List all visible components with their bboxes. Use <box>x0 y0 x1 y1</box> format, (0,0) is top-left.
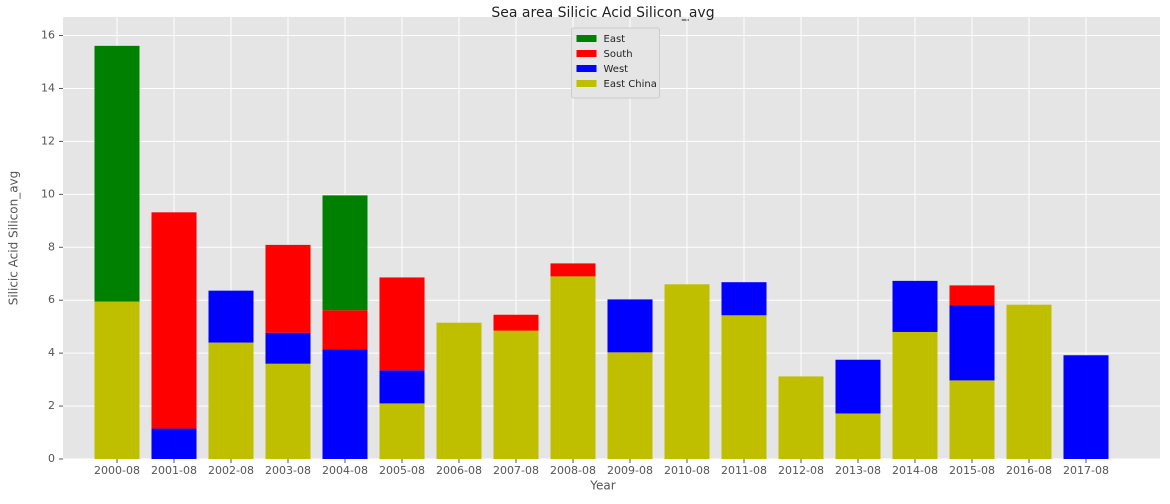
y-tick-label: 0 <box>48 452 55 465</box>
x-tick-label: 2006-08 <box>436 464 482 477</box>
x-tick-label: 2000-08 <box>94 464 140 477</box>
bar-segment <box>607 352 653 459</box>
bar-segment <box>151 212 197 429</box>
bar-segment <box>151 428 197 459</box>
bar-segment <box>949 285 995 306</box>
x-tick-label: 2010-08 <box>664 464 710 477</box>
y-tick-label: 16 <box>41 29 55 42</box>
legend-swatch <box>576 50 597 57</box>
bar-segment <box>265 244 311 333</box>
x-tick-label: 2003-08 <box>265 464 311 477</box>
y-tick-label: 12 <box>41 134 55 147</box>
bar-segment <box>1006 304 1052 459</box>
bar-segment <box>721 315 767 459</box>
x-tick-label: 2017-08 <box>1063 464 1109 477</box>
bar-segment <box>493 314 539 331</box>
bar-segment <box>322 310 368 350</box>
x-tick-label: 2015-08 <box>949 464 995 477</box>
x-tick-label: 2009-08 <box>607 464 653 477</box>
x-tick-label: 2008-08 <box>550 464 596 477</box>
bar-segment <box>265 332 311 364</box>
legend-swatch <box>576 80 597 87</box>
x-tick-label: 2014-08 <box>892 464 938 477</box>
y-tick-label: 6 <box>48 293 55 306</box>
y-tick-label: 10 <box>41 187 55 200</box>
bar-segment <box>949 380 995 459</box>
x-tick-label: 2007-08 <box>493 464 539 477</box>
y-tick-label: 8 <box>48 240 55 253</box>
bar-segment <box>208 342 254 459</box>
legend-label: East <box>604 34 626 45</box>
bar-segment <box>94 301 140 459</box>
x-tick-label: 2002-08 <box>208 464 254 477</box>
bar-segment <box>322 349 368 459</box>
bar-segment <box>835 359 881 414</box>
chart-title: Sea area Silicic Acid Silicon_avg <box>491 5 714 21</box>
x-tick-label: 2011-08 <box>721 464 767 477</box>
bar-segment <box>892 280 938 332</box>
x-tick-label: 2016-08 <box>1006 464 1052 477</box>
legend-label: South <box>604 49 633 60</box>
bar-segment <box>379 403 425 459</box>
bar-segment <box>94 45 140 302</box>
x-tick-label: 2005-08 <box>379 464 425 477</box>
bar-segment <box>322 195 368 311</box>
y-tick-label: 14 <box>41 81 55 94</box>
bar-segment <box>550 276 596 459</box>
x-tick-label: 2004-08 <box>322 464 368 477</box>
legend-label: West <box>604 64 629 75</box>
bar-segment <box>607 299 653 353</box>
bar-segment <box>379 277 425 371</box>
x-tick-label: 2012-08 <box>778 464 824 477</box>
bar-segment <box>379 370 425 404</box>
y-axis-label: Silicic Acid Silicon_avg <box>7 171 21 306</box>
legend-swatch <box>576 35 597 42</box>
bar-segment <box>1063 355 1109 459</box>
bar-segment <box>892 331 938 459</box>
bar-segment <box>778 376 824 459</box>
bar-segment <box>493 330 539 459</box>
bar-segment <box>265 363 311 459</box>
x-tick-label: 2001-08 <box>151 464 197 477</box>
legend-swatch <box>576 65 597 72</box>
bar-segment <box>721 282 767 316</box>
y-tick-label: 2 <box>48 399 55 412</box>
legend-label: East China <box>604 79 657 90</box>
y-tick-label: 4 <box>48 346 55 359</box>
bar-segment <box>208 290 254 343</box>
bar-segment <box>835 413 881 459</box>
x-axis-label: Year <box>589 479 615 493</box>
bar-segment <box>949 305 995 381</box>
x-tick-label: 2013-08 <box>835 464 881 477</box>
bar-segment <box>436 322 482 459</box>
bar-segment <box>664 284 710 459</box>
bar-segment <box>550 263 596 277</box>
